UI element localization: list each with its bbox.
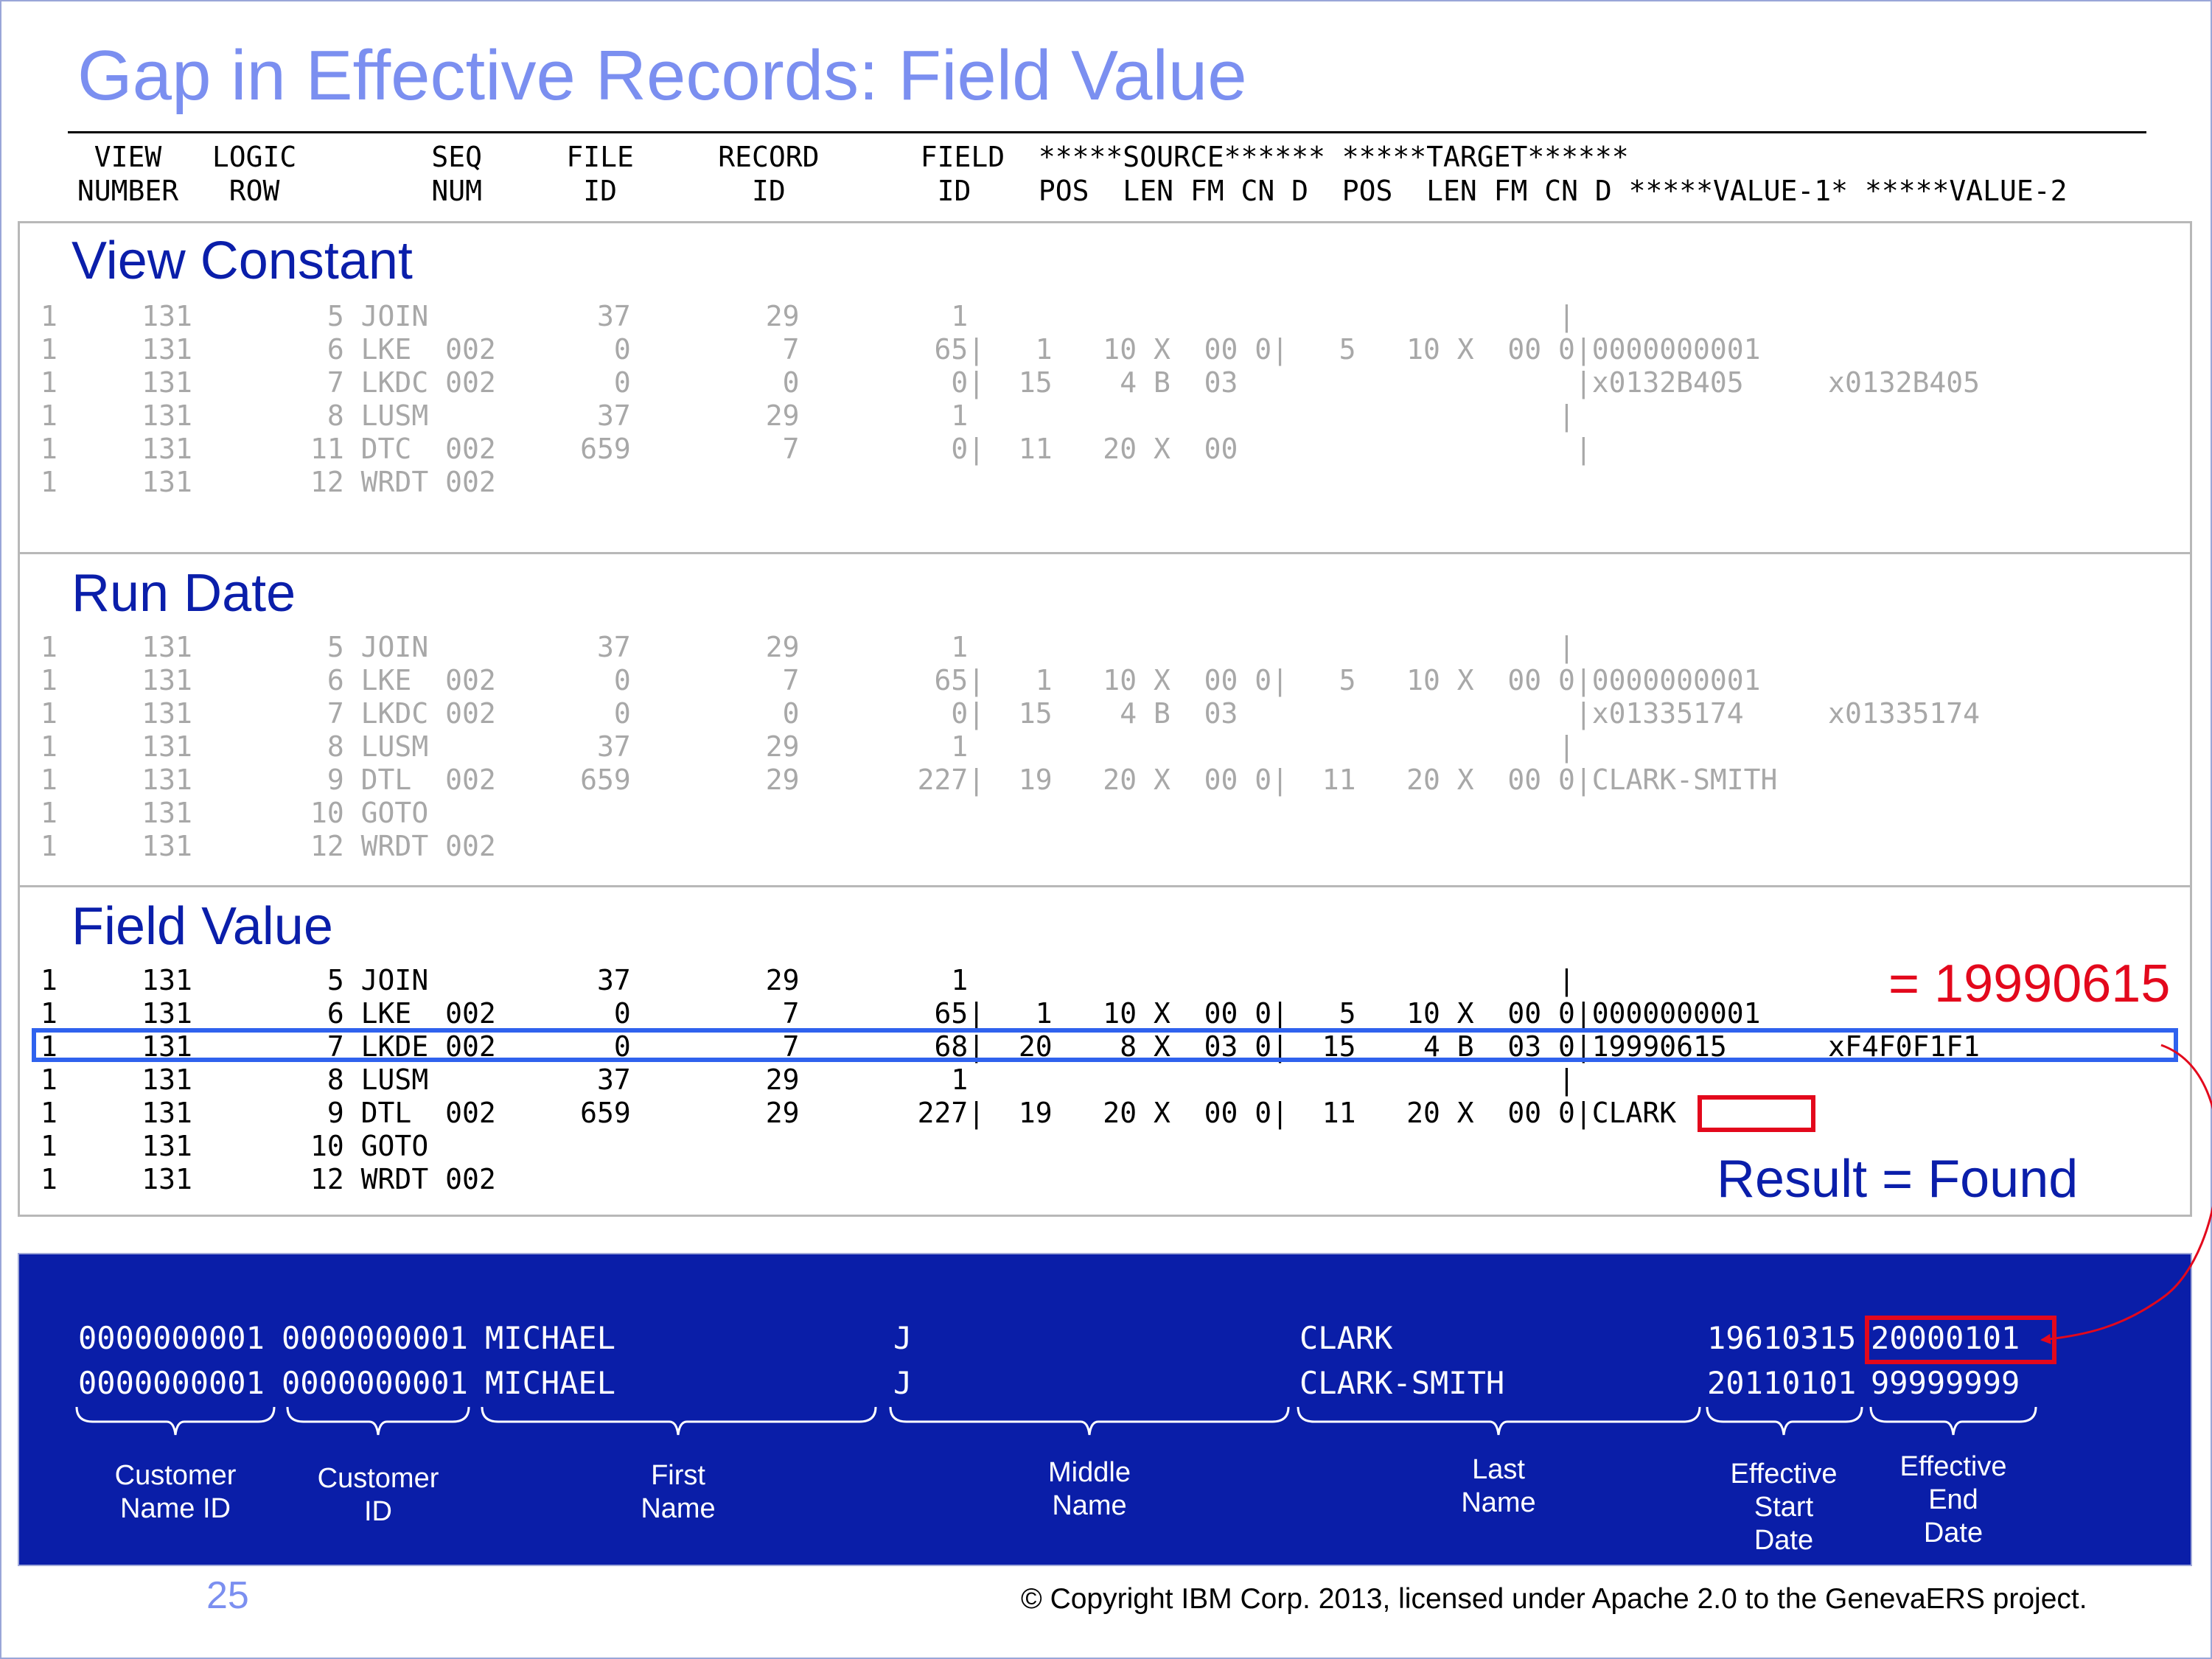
table-row: 1 131 5 JOIN 37 29 1 | bbox=[41, 631, 1575, 663]
column-header-line-2: NUMBER ROW NUM ID ID ID POS LEN FM CN D … bbox=[60, 175, 2068, 207]
field-value-panel: Field Value 1 131 5 JOIN 37 29 1 | 1 131… bbox=[18, 885, 2192, 1217]
brace-customer-name-id bbox=[75, 1406, 276, 1436]
record-1-middle-name: J bbox=[893, 1320, 913, 1356]
highlight-end-date bbox=[1865, 1316, 2056, 1364]
table-row: 1 131 6 LKE 002 0 7 65| 1 10 X 00 0| 5 1… bbox=[41, 333, 1761, 366]
callout-value: = 19990615 bbox=[1888, 954, 2171, 1013]
record-2-last-name: CLARK-SMITH bbox=[1299, 1365, 1505, 1401]
table-row: 1 131 9 DTL 002 659 29 227| 19 20 X 00 0… bbox=[41, 764, 1778, 796]
brace-customer-id bbox=[286, 1406, 470, 1436]
result-text: Result = Found bbox=[1717, 1150, 2079, 1209]
label-customer-name-id: Customer Name ID bbox=[114, 1460, 237, 1524]
record-2-customer-id: 0000000001 bbox=[282, 1365, 468, 1401]
table-row: 1 131 6 LKE 002 0 7 65| 1 10 X 00 0| 5 1… bbox=[41, 664, 1761, 696]
table-row: 1 131 7 LKDC 002 0 0 0| 15 4 B 03 |x0133… bbox=[41, 697, 1980, 730]
highlight-lkde-row bbox=[32, 1028, 2178, 1062]
table-row: 1 131 8 LUSM 37 29 1 | bbox=[41, 399, 1575, 432]
table-row: 1 131 8 LUSM 37 29 1 | bbox=[41, 1063, 1575, 1096]
table-row: 1 131 12 WRDT 002 bbox=[41, 830, 496, 862]
record-1-last-name: CLARK bbox=[1299, 1320, 1393, 1356]
field-value-rows: 1 131 5 JOIN 37 29 1 | 1 131 6 LKE 002 0… bbox=[41, 964, 1980, 1196]
record-2-middle-name: J bbox=[893, 1365, 913, 1401]
label-last-name: Last Name bbox=[1461, 1454, 1536, 1518]
label-middle-name: Middle Name bbox=[1048, 1457, 1131, 1521]
field-braces bbox=[75, 1406, 2037, 1436]
record-1-first-name: MICHAEL bbox=[485, 1320, 616, 1356]
record-2-first-name: MICHAEL bbox=[485, 1365, 616, 1401]
record-2-customer-name-id: 0000000001 bbox=[78, 1365, 265, 1401]
copyright-text: © Copyright IBM Corp. 2013, licensed und… bbox=[1021, 1583, 2087, 1615]
table-row: 1 131 10 GOTO bbox=[41, 797, 429, 829]
slide-title: Gap in Effective Records: Field Value bbox=[77, 36, 1247, 115]
table-row: 1 131 10 GOTO bbox=[41, 1130, 429, 1162]
page-number: 25 bbox=[206, 1574, 249, 1617]
view-constant-rows: 1 131 5 JOIN 37 29 1 | 1 131 6 LKE 002 0… bbox=[41, 300, 1980, 499]
brace-middle-name bbox=[889, 1406, 1290, 1436]
highlight-clark-value bbox=[1698, 1095, 1815, 1132]
label-first-name: First Name bbox=[641, 1460, 716, 1524]
table-row: 1 131 7 LKDC 002 0 0 0| 15 4 B 03 |x0132… bbox=[41, 366, 1980, 399]
table-row: 1 131 12 WRDT 002 bbox=[41, 466, 496, 498]
record-panel: 0000000001 0000000001 MICHAEL J CLARK 19… bbox=[18, 1253, 2192, 1566]
record-1-customer-name-id: 0000000001 bbox=[78, 1320, 265, 1356]
column-header-line-1: VIEW LOGIC SEQ FILE RECORD FIELD *****SO… bbox=[60, 141, 1629, 173]
table-row: 1 131 9 DTL 002 659 29 227| 19 20 X 00 0… bbox=[41, 1097, 1677, 1129]
record-2-end-date: 99999999 bbox=[1871, 1365, 2020, 1401]
run-date-rows: 1 131 5 JOIN 37 29 1 | 1 131 6 LKE 002 0… bbox=[41, 631, 1980, 863]
record-1-start-date: 19610315 bbox=[1707, 1320, 1857, 1356]
label-end-date: Effective End Date bbox=[1899, 1451, 2007, 1548]
table-row: 1 131 5 JOIN 37 29 1 | bbox=[41, 300, 1575, 332]
field-value-title: Field Value bbox=[71, 897, 333, 956]
title-rule bbox=[68, 131, 2146, 133]
table-row-highlighted: 1 131 7 LKDE 002 0 7 68| 20 8 X 03 0| 15… bbox=[41, 1030, 1980, 1063]
brace-start-date bbox=[1706, 1406, 1863, 1436]
label-start-date: Effective Start Date bbox=[1730, 1459, 1838, 1556]
view-constant-panel: View Constant 1 131 5 JOIN 37 29 1 | 1 1… bbox=[18, 221, 2192, 554]
label-customer-id: Customer ID bbox=[317, 1463, 439, 1527]
table-row: 1 131 12 WRDT 002 bbox=[41, 1163, 496, 1195]
brace-first-name bbox=[481, 1406, 877, 1436]
record-1-customer-id: 0000000001 bbox=[282, 1320, 468, 1356]
table-row: 1 131 8 LUSM 37 29 1 | bbox=[41, 730, 1575, 763]
record-2-start-date: 20110101 bbox=[1707, 1365, 1857, 1401]
run-date-title: Run Date bbox=[71, 564, 296, 623]
run-date-panel: Run Date 1 131 5 JOIN 37 29 1 | 1 131 6 … bbox=[18, 552, 2192, 887]
record-1-end-date: 20000101 bbox=[1871, 1320, 2020, 1356]
table-row: 1 131 5 JOIN 37 29 1 | bbox=[41, 964, 1575, 996]
view-constant-title: View Constant bbox=[71, 231, 413, 290]
brace-last-name bbox=[1297, 1406, 1701, 1436]
table-row: 1 131 11 DTC 002 659 7 0| 11 20 X 00 | bbox=[41, 433, 1592, 465]
brace-end-date bbox=[1869, 1406, 2037, 1436]
table-row: 1 131 6 LKE 002 0 7 65| 1 10 X 00 0| 5 1… bbox=[41, 997, 1761, 1030]
